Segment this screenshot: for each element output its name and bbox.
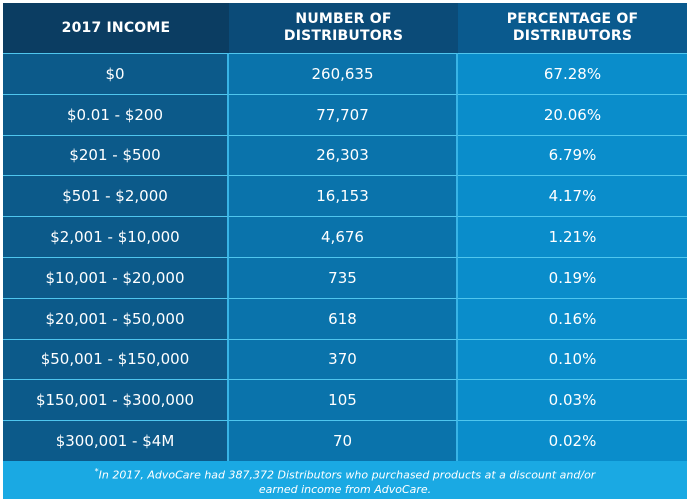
distributor-count-cell: 4,676 (229, 216, 458, 257)
distributor-percent-cell: 0.19% (458, 256, 687, 298)
distributor-percent-cell: 0.10% (458, 338, 687, 380)
distributor-percent-cell: 0.16% (458, 297, 687, 339)
distributor-count-cell: 260,635 (229, 53, 458, 94)
income-cell: $150,001 - $300,000 (3, 379, 229, 421)
footnote: *In 2017, AdvoCare had 387,372 Distribut… (3, 461, 687, 499)
header-number-label: NUMBER OF DISTRIBUTORS (283, 11, 404, 44)
header-percentage-label: PERCENTAGE OF DISTRIBUTORS (506, 11, 639, 44)
income-cell: $20,001 - $50,000 (3, 297, 229, 339)
income-table: 2017 INCOME NUMBER OF DISTRIBUTORS PERCE… (3, 3, 687, 461)
distributor-percent-cell: 20.06% (458, 93, 687, 135)
income-cell: $501 - $2,000 (3, 175, 229, 217)
distributor-count-cell: 16,153 (229, 175, 458, 217)
distributor-percent-cell: 0.03% (458, 379, 687, 421)
footnote-line-2: earned income from AdvoCare. (258, 482, 432, 496)
income-cell: $50,001 - $150,000 (3, 338, 229, 380)
income-cell: $201 - $500 (3, 134, 229, 176)
header-percentage-of-distributors: PERCENTAGE OF DISTRIBUTORS (458, 3, 687, 53)
distributor-count-cell: 26,303 (229, 134, 458, 176)
footnote-line-1: In 2017, AdvoCare had 387,372 Distributo… (98, 468, 596, 482)
income-cell: $0.01 - $200 (3, 93, 229, 135)
distributor-percent-cell: 0.02% (458, 420, 687, 461)
distributor-count-cell: 618 (229, 297, 458, 339)
distributor-percent-cell: 6.79% (458, 134, 687, 176)
distributor-count-cell: 735 (229, 256, 458, 298)
distributor-count-cell: 370 (229, 338, 458, 380)
income-cell: $10,001 - $20,000 (3, 256, 229, 298)
distributor-percent-cell: 67.28% (458, 53, 687, 94)
distributor-count-cell: 105 (229, 379, 458, 421)
header-number-of-distributors: NUMBER OF DISTRIBUTORS (229, 3, 458, 53)
income-cell: $0 (3, 53, 229, 94)
header-income: 2017 INCOME (3, 3, 229, 53)
distributor-count-cell: 77,707 (229, 93, 458, 135)
footnote-marker: * (94, 467, 99, 476)
income-cell: $2,001 - $10,000 (3, 216, 229, 257)
distributor-count-cell: 70 (229, 420, 458, 461)
income-cell: $300,001 - $4M (3, 420, 229, 461)
distributor-percent-cell: 4.17% (458, 175, 687, 217)
distributor-percent-cell: 1.21% (458, 216, 687, 257)
